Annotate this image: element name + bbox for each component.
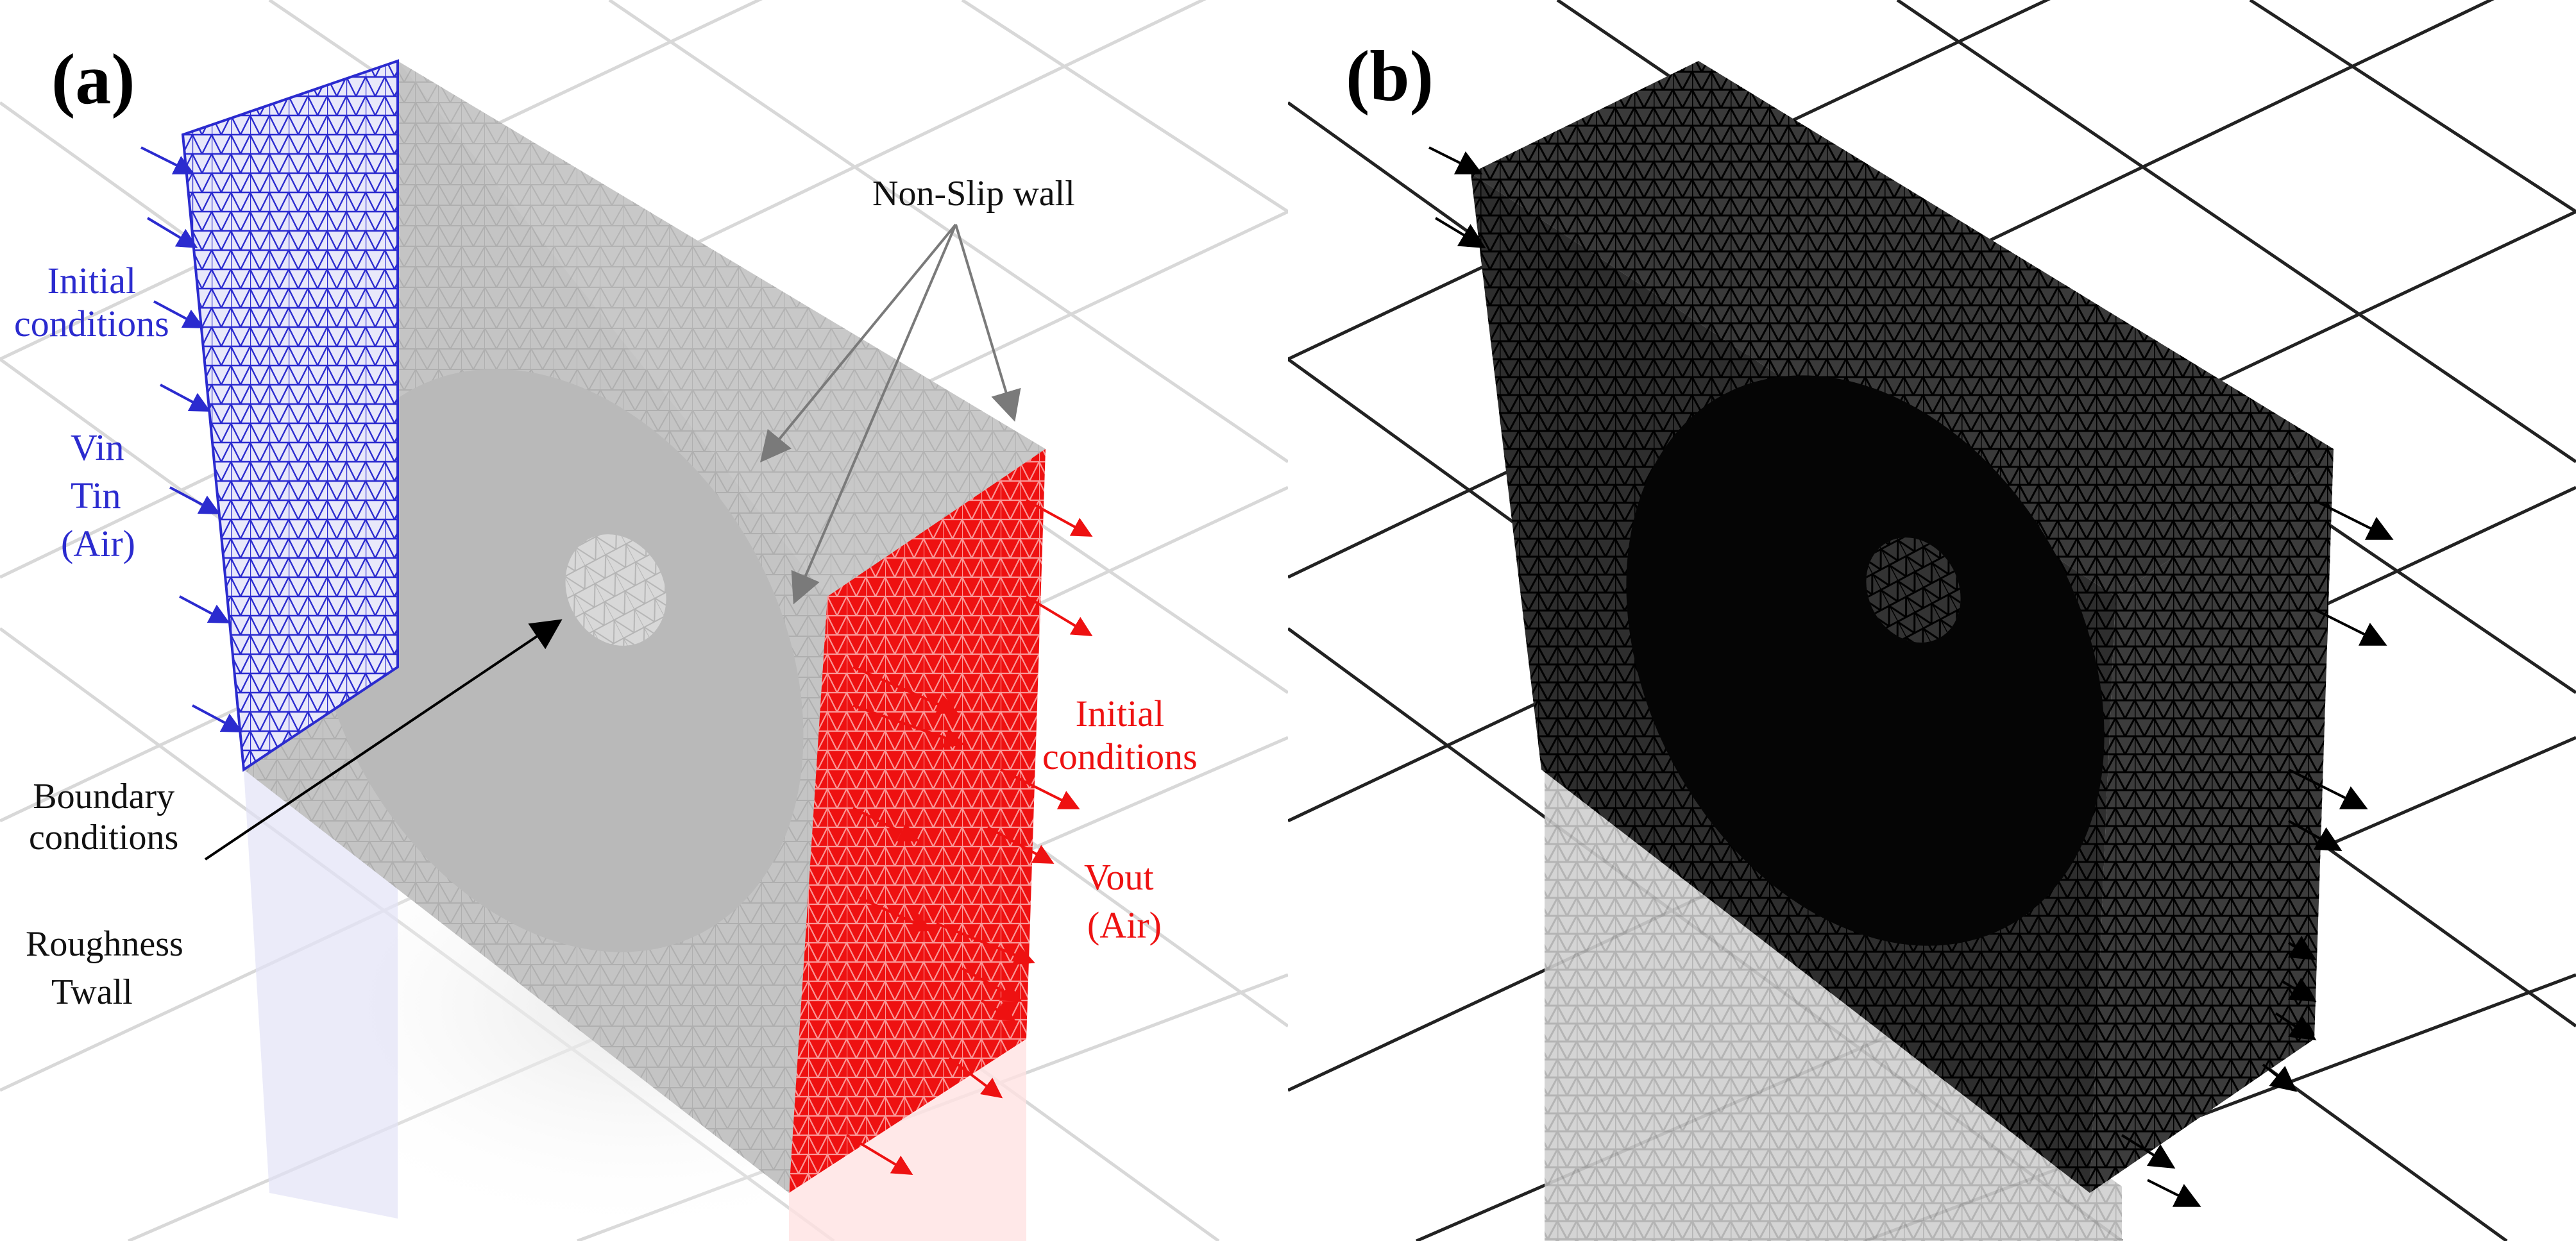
non-slip-wall-label: Non-Slip wall <box>872 174 1075 214</box>
obstacle-body-b <box>1626 375 2105 946</box>
inlet-tin-label: Tin <box>71 475 121 516</box>
obstacle-body <box>312 369 804 952</box>
wall-arrow-1 <box>759 223 957 463</box>
inlet-vin-label: Vin <box>71 426 124 468</box>
outlet-air-label: (Air) <box>1087 904 1162 946</box>
panel-letter-a: (a) <box>51 40 135 119</box>
outlet-vout-label: Vout <box>1084 856 1154 898</box>
inlet-conditions-label: Initial conditions <box>14 260 169 344</box>
panel-a: (a) Initial conditions Vin Tin (Air) Non… <box>0 0 1288 1241</box>
outlet-arrows-b <box>2121 499 2394 1207</box>
panel-b: (b) <box>1288 0 2576 1241</box>
mesh-diagram-a <box>0 0 1288 1241</box>
mesh-diagram-b <box>1288 0 2576 1241</box>
outlet-conditions-label: Initial conditions <box>1042 693 1198 777</box>
boundary-arrow <box>204 619 563 861</box>
inlet-air-label: (Air) <box>61 523 135 564</box>
wall-arrow-2 <box>791 224 957 605</box>
wall-arrow-3 <box>954 224 1021 422</box>
inlet-arrows <box>140 146 243 732</box>
boundary-conditions-label: Boundary conditions <box>29 777 179 858</box>
roughness-label: Roughness <box>26 924 183 964</box>
outlet-arrows <box>845 499 1093 1176</box>
twall-label: Twall <box>51 972 133 1012</box>
panel-letter-b: (b) <box>1346 37 1434 116</box>
